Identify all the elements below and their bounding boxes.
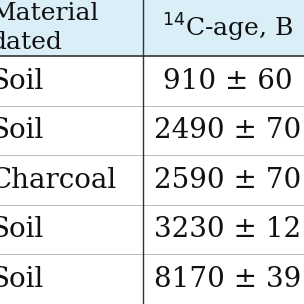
Text: Charcoal: Charcoal xyxy=(0,167,117,194)
Bar xyxy=(0,106,304,155)
Text: 910 ± 60: 910 ± 60 xyxy=(163,67,293,95)
Text: 2490 ± 70: 2490 ± 70 xyxy=(154,117,302,144)
Bar xyxy=(0,205,304,254)
Text: Soil: Soil xyxy=(0,67,44,95)
Text: $^{14}$C-age, B: $^{14}$C-age, B xyxy=(162,12,294,44)
Text: Soil: Soil xyxy=(0,216,44,243)
Text: Material
dated: Material dated xyxy=(0,2,99,54)
Bar xyxy=(0,155,304,205)
Text: Soil: Soil xyxy=(0,266,44,293)
Text: 3230 ± 12: 3230 ± 12 xyxy=(154,216,302,243)
Bar xyxy=(0,0,304,56)
Bar xyxy=(0,56,304,106)
Text: 2590 ± 70: 2590 ± 70 xyxy=(154,167,302,194)
Bar xyxy=(0,254,304,304)
Text: Soil: Soil xyxy=(0,117,44,144)
Text: 8170 ± 39: 8170 ± 39 xyxy=(154,266,302,293)
